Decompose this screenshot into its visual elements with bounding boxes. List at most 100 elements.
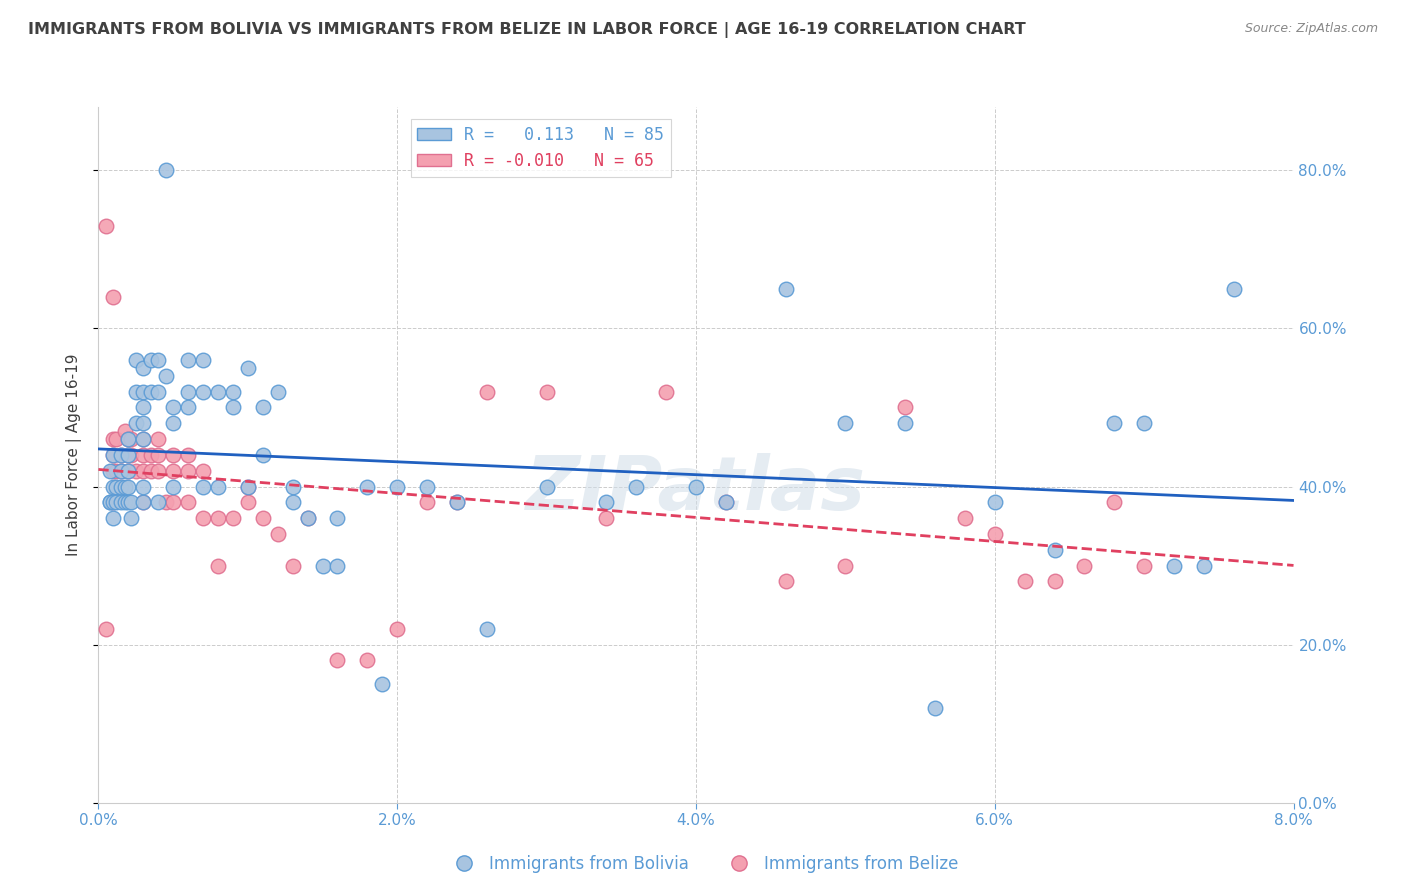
Point — [356, 479, 378, 493]
Point — [177, 448, 200, 462]
Point — [595, 495, 617, 509]
Point — [953, 511, 976, 525]
Point — [125, 384, 148, 399]
Point — [162, 401, 184, 415]
Point — [98, 464, 122, 478]
Point — [1133, 558, 1156, 573]
Point — [148, 464, 170, 478]
Point — [139, 384, 162, 399]
Point — [94, 219, 117, 233]
Point — [132, 384, 155, 399]
Point — [475, 622, 498, 636]
Y-axis label: In Labor Force | Age 16-19: In Labor Force | Age 16-19 — [66, 353, 83, 557]
Point — [139, 353, 162, 368]
Point — [162, 464, 184, 478]
Point — [924, 701, 946, 715]
Point — [191, 479, 214, 493]
Point — [117, 464, 139, 478]
Point — [385, 479, 409, 493]
Point — [177, 353, 200, 368]
Point — [356, 653, 378, 667]
Point — [110, 464, 132, 478]
Point — [117, 464, 139, 478]
Point — [297, 511, 319, 525]
Point — [132, 495, 155, 509]
Point — [139, 464, 162, 478]
Point — [105, 479, 128, 493]
Point — [624, 479, 647, 493]
Point — [655, 384, 678, 399]
Point — [162, 448, 184, 462]
Point — [177, 464, 200, 478]
Text: Source: ZipAtlas.com: Source: ZipAtlas.com — [1244, 22, 1378, 36]
Legend: R =   0.113   N = 85, R = -0.010   N = 65: R = 0.113 N = 85, R = -0.010 N = 65 — [411, 119, 671, 177]
Point — [207, 558, 229, 573]
Point — [983, 495, 1005, 509]
Point — [1133, 417, 1156, 431]
Point — [281, 558, 304, 573]
Point — [155, 495, 177, 509]
Point — [125, 464, 148, 478]
Point — [191, 511, 214, 525]
Point — [983, 527, 1005, 541]
Point — [162, 417, 184, 431]
Text: IMMIGRANTS FROM BOLIVIA VS IMMIGRANTS FROM BELIZE IN LABOR FORCE | AGE 16-19 COR: IMMIGRANTS FROM BOLIVIA VS IMMIGRANTS FR… — [28, 22, 1026, 38]
Point — [103, 432, 125, 446]
Point — [103, 495, 125, 509]
Point — [1043, 574, 1066, 589]
Point — [326, 558, 349, 573]
Point — [132, 448, 155, 462]
Point — [114, 479, 136, 493]
Point — [105, 495, 128, 509]
Point — [103, 495, 125, 509]
Point — [475, 384, 498, 399]
Point — [117, 479, 139, 493]
Point — [834, 558, 856, 573]
Point — [207, 384, 229, 399]
Point — [94, 622, 117, 636]
Point — [236, 495, 259, 509]
Point — [103, 511, 125, 525]
Point — [297, 511, 319, 525]
Point — [162, 495, 184, 509]
Point — [148, 495, 170, 509]
Point — [103, 290, 125, 304]
Point — [1192, 558, 1215, 573]
Point — [252, 511, 274, 525]
Point — [103, 479, 125, 493]
Point — [536, 479, 558, 493]
Point — [416, 495, 439, 509]
Point — [1014, 574, 1036, 589]
Point — [103, 448, 125, 462]
Point — [114, 424, 136, 438]
Point — [446, 495, 468, 509]
Point — [236, 479, 259, 493]
Point — [155, 368, 177, 383]
Point — [117, 432, 139, 446]
Point — [155, 163, 177, 178]
Point — [125, 417, 148, 431]
Point — [1102, 417, 1125, 431]
Point — [416, 479, 439, 493]
Point — [125, 353, 148, 368]
Point — [114, 495, 136, 509]
Point — [267, 527, 290, 541]
Point — [105, 432, 128, 446]
Point — [371, 677, 394, 691]
Point — [117, 448, 139, 462]
Point — [222, 401, 245, 415]
Point — [103, 464, 125, 478]
Point — [775, 282, 797, 296]
Point — [714, 495, 737, 509]
Point — [1163, 558, 1185, 573]
Point — [120, 432, 142, 446]
Point — [834, 417, 856, 431]
Point — [120, 448, 142, 462]
Point — [105, 464, 128, 478]
Point — [536, 384, 558, 399]
Point — [311, 558, 333, 573]
Point — [120, 511, 142, 525]
Point — [1073, 558, 1095, 573]
Point — [110, 495, 132, 509]
Point — [1102, 495, 1125, 509]
